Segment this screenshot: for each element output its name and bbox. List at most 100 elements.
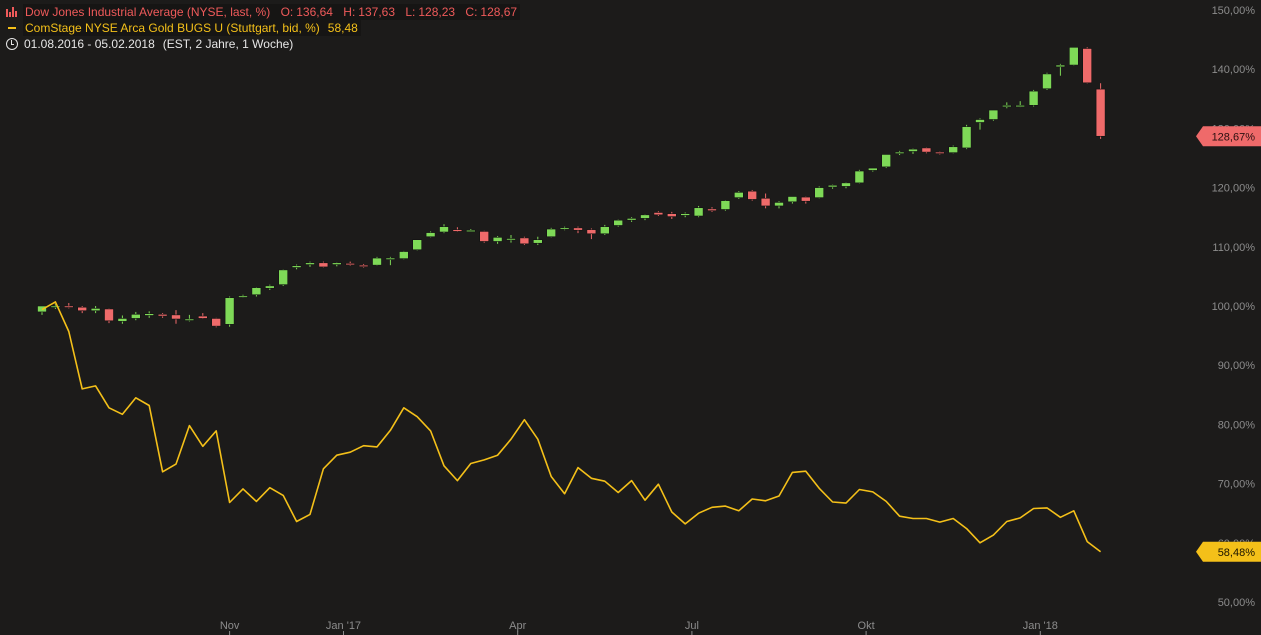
candle-body [345, 263, 356, 266]
last-value-badges: 128,67% 58,48% [1196, 126, 1261, 562]
candle-body [358, 264, 369, 267]
legend-high-label: H: [343, 5, 356, 19]
y-tick-label: 70,00% [1218, 479, 1256, 491]
candle-body [934, 151, 945, 154]
candle-body [519, 237, 530, 245]
legend-dow-text: Dow Jones Industrial Average (NYSE, last… [23, 4, 521, 20]
candle-body [1069, 46, 1079, 66]
legend-gold-name: ComStage NYSE Arca Gold BUGS U (Stuttgar… [25, 21, 320, 35]
candle-body [760, 197, 771, 207]
x-tick-label: Apr [509, 620, 526, 632]
candle-body [1042, 73, 1052, 90]
gold-line-path [41, 301, 1102, 553]
y-tick-label: 100,00% [1212, 301, 1256, 313]
dow-last-value-badge-text: 128,67% [1212, 131, 1256, 143]
candle-body [184, 318, 195, 321]
candle-body [827, 184, 838, 188]
legend-gold-bugs[interactable]: ComStage NYSE Arca Gold BUGS U (Stuttgar… [5, 20, 520, 36]
candle-body [774, 202, 784, 207]
dow-last-value-badge-shape [1196, 126, 1261, 147]
candle-body [626, 218, 637, 221]
line-series-icon [5, 22, 19, 34]
candle-body [1001, 105, 1012, 108]
candle-body [50, 305, 61, 308]
legend-close-label: C: [465, 5, 478, 19]
candle-body [599, 226, 610, 235]
candle-body [653, 212, 664, 216]
dow-jones-candlestick-series [37, 46, 1106, 328]
candle-body [854, 170, 865, 184]
candle-body [559, 227, 570, 230]
candle-body [372, 257, 382, 266]
candle-body [546, 228, 557, 238]
candle-body [144, 313, 154, 316]
candle-body [157, 313, 168, 317]
clock-icon [6, 38, 18, 50]
legend-gold-text: ComStage NYSE Arca Gold BUGS U (Stuttgar… [23, 20, 361, 36]
candle-body [1082, 48, 1092, 84]
candle-body [479, 231, 490, 242]
candle-body [131, 313, 141, 319]
candle-body [117, 318, 128, 322]
candle-body [787, 196, 798, 203]
candle-body [707, 208, 717, 211]
gold-bugs-line-series [41, 301, 1102, 553]
candle-body [666, 213, 677, 217]
candle-body [532, 239, 543, 244]
candle-body [398, 251, 409, 259]
candle-body [948, 146, 959, 153]
candle-body [908, 148, 918, 152]
candle-body [733, 192, 744, 198]
legend-dow-jones[interactable]: Dow Jones Industrial Average (NYSE, last… [5, 4, 521, 20]
candle-body [439, 226, 449, 233]
legend-close-value: 128,67 [480, 5, 518, 19]
candle-body [961, 126, 972, 149]
legend-open-label: O: [280, 5, 294, 19]
x-tick-label: Jan '18 [1023, 620, 1058, 632]
candle-body [278, 269, 289, 285]
candle-body [586, 229, 597, 235]
chart-legend: Dow Jones Industrial Average (NYSE, last… [5, 4, 521, 52]
candle-body [104, 308, 114, 322]
candle-body [224, 297, 235, 325]
legend-high-value: 137,63 [358, 5, 395, 19]
candlestick-icon [5, 6, 19, 18]
candle-body [331, 262, 342, 265]
legend-gold-value: 58,48 [327, 21, 358, 35]
candle-body [211, 318, 221, 327]
y-tick-label: 80,00% [1218, 419, 1256, 431]
legend-dow-name: Dow Jones Industrial Average (NYSE, last… [25, 5, 271, 19]
candle-body [867, 167, 878, 171]
legend-low-value: 128,23 [418, 5, 456, 19]
y-tick-label: 110,00% [1212, 242, 1255, 254]
candle-body [251, 287, 262, 296]
candle-body [171, 314, 181, 320]
x-tick-label: Okt [858, 620, 875, 632]
candle-body [412, 239, 423, 251]
gold-last-value-badge: 58,48% [1196, 541, 1261, 562]
candle-body [291, 265, 302, 268]
candle-body [385, 257, 396, 260]
candle-body [573, 227, 583, 231]
legend-date-range[interactable]: 01.08.2016 - 05.02.2018 (EST, 2 Jahre, 1 … [5, 36, 520, 52]
x-axis: Nov Jan '17 Apr Jul Okt Jan '18 [220, 620, 1058, 635]
dow-last-value-badge: 128,67% [1196, 126, 1261, 147]
candle-body [198, 315, 208, 319]
candle-body [264, 285, 275, 289]
candle-body [693, 207, 704, 217]
candle-body [841, 182, 851, 187]
candle-body [800, 196, 811, 202]
legend-low-label: L: [405, 5, 416, 19]
candle-body [1028, 90, 1039, 106]
candle-body [425, 232, 436, 238]
candle-body [720, 200, 731, 210]
candle-body [975, 119, 985, 123]
y-tick-label: 140,00% [1212, 64, 1256, 76]
legend-range-info: (EST, 2 Jahre, 1 Woche) [162, 37, 294, 51]
candle-body [64, 305, 74, 308]
candle-body [1015, 105, 1026, 108]
candle-body [613, 219, 624, 226]
y-tick-label: 150,00% [1212, 5, 1256, 17]
